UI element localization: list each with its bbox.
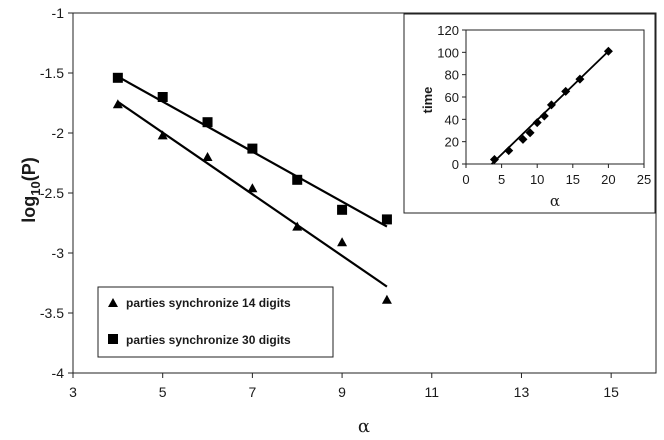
- inset-y-tick-label: 120: [437, 23, 459, 38]
- main-point-square: [202, 117, 213, 128]
- inset-x-tick-label: 15: [566, 172, 580, 187]
- main-point-triangle: [202, 152, 213, 161]
- inset-y-tick-label: 80: [445, 68, 459, 83]
- main-y-ticks: -1 -1.5 -2 -2.5 -3 -3.5 -4: [40, 5, 73, 381]
- main-point-triangle: [247, 183, 258, 193]
- inset-x-axis-label: α: [550, 192, 560, 210]
- main-x-tick-label: 11: [424, 384, 439, 400]
- inset-point-diamond: [525, 128, 535, 138]
- inset-point-diamond: [603, 46, 613, 56]
- legend-marker-triangle: [108, 298, 118, 307]
- inset-point-diamond: [575, 74, 585, 84]
- inset-x-tick-label: 20: [601, 172, 615, 187]
- inset-x-tick-label: 25: [637, 172, 651, 187]
- main-point-triangle: [381, 294, 392, 304]
- inset-y-tick-label: 100: [437, 45, 459, 60]
- main-point-square: [292, 174, 303, 185]
- inset-point-diamond: [532, 118, 542, 128]
- inset-frame: [403, 13, 656, 214]
- main-y-tick-label: -3: [52, 245, 65, 261]
- main-y-tick-label: -4: [52, 365, 65, 381]
- main-y-axis-label: log10(P): [19, 157, 43, 222]
- inset-y-tick-label: 20: [445, 135, 459, 150]
- inset-y-tick-label: 40: [445, 112, 459, 127]
- main-point-square: [157, 92, 168, 102]
- main-point-square: [112, 72, 123, 83]
- main-y-tick-label: -1.5: [40, 65, 64, 81]
- main-series: [112, 72, 392, 304]
- inset-y-tick-label: 0: [452, 157, 459, 172]
- main-point-triangle: [112, 99, 123, 109]
- legend-marker-square: [108, 334, 118, 344]
- main-y-tick-label: -2.5: [40, 185, 64, 201]
- inset-point-diamond: [539, 111, 549, 121]
- main-point-square: [337, 204, 348, 215]
- inset-x-tick-label: 5: [498, 172, 505, 187]
- inset-point-diamond: [546, 100, 556, 110]
- main-point-triangle: [292, 221, 303, 231]
- inset-x-ticks: 0 5 10 15 20 25: [462, 164, 651, 187]
- main-fit-line: [117, 100, 388, 288]
- inset-point-diamond: [504, 146, 514, 156]
- main-y-tick-label: -2: [52, 125, 65, 141]
- inset-y-axis-label: time: [420, 87, 435, 114]
- main-point-triangle: [337, 237, 348, 247]
- inset-point-diamond: [518, 134, 528, 144]
- inset-point-diamond: [489, 155, 499, 165]
- main-x-tick-label: 7: [248, 384, 256, 400]
- inset-y-ticks: 0 20 40 60 80 100 120: [437, 23, 466, 172]
- main-point-square: [247, 143, 258, 154]
- inset-x-tick-label: 0: [462, 172, 469, 187]
- main-x-tick-label: 3: [69, 384, 77, 400]
- main-x-ticks: 3 5 7 9 11 13 15: [69, 373, 619, 400]
- main-x-tick-label: 9: [338, 384, 346, 400]
- legend-label-14-digits: parties synchronize 14 digits: [126, 296, 291, 310]
- legend-label-30-digits: parties synchronize 30 digits: [126, 333, 291, 347]
- main-x-tick-label: 15: [603, 384, 619, 400]
- inset-x-tick-label: 10: [530, 172, 544, 187]
- inset-series: [489, 46, 613, 165]
- main-x-tick-label: 13: [514, 384, 530, 400]
- main-point-triangle: [157, 130, 168, 140]
- inset-point-diamond: [561, 86, 571, 96]
- legend: parties synchronize 14 digits parties sy…: [108, 296, 291, 347]
- main-x-tick-label: 5: [159, 384, 167, 400]
- inset-y-tick-label: 60: [445, 90, 459, 105]
- legend-box: [97, 286, 334, 358]
- main-y-tick-label: -3.5: [40, 305, 64, 321]
- main-y-tick-label: -1: [52, 5, 65, 21]
- main-point-square: [381, 214, 392, 225]
- main-x-axis-label: α: [358, 416, 370, 437]
